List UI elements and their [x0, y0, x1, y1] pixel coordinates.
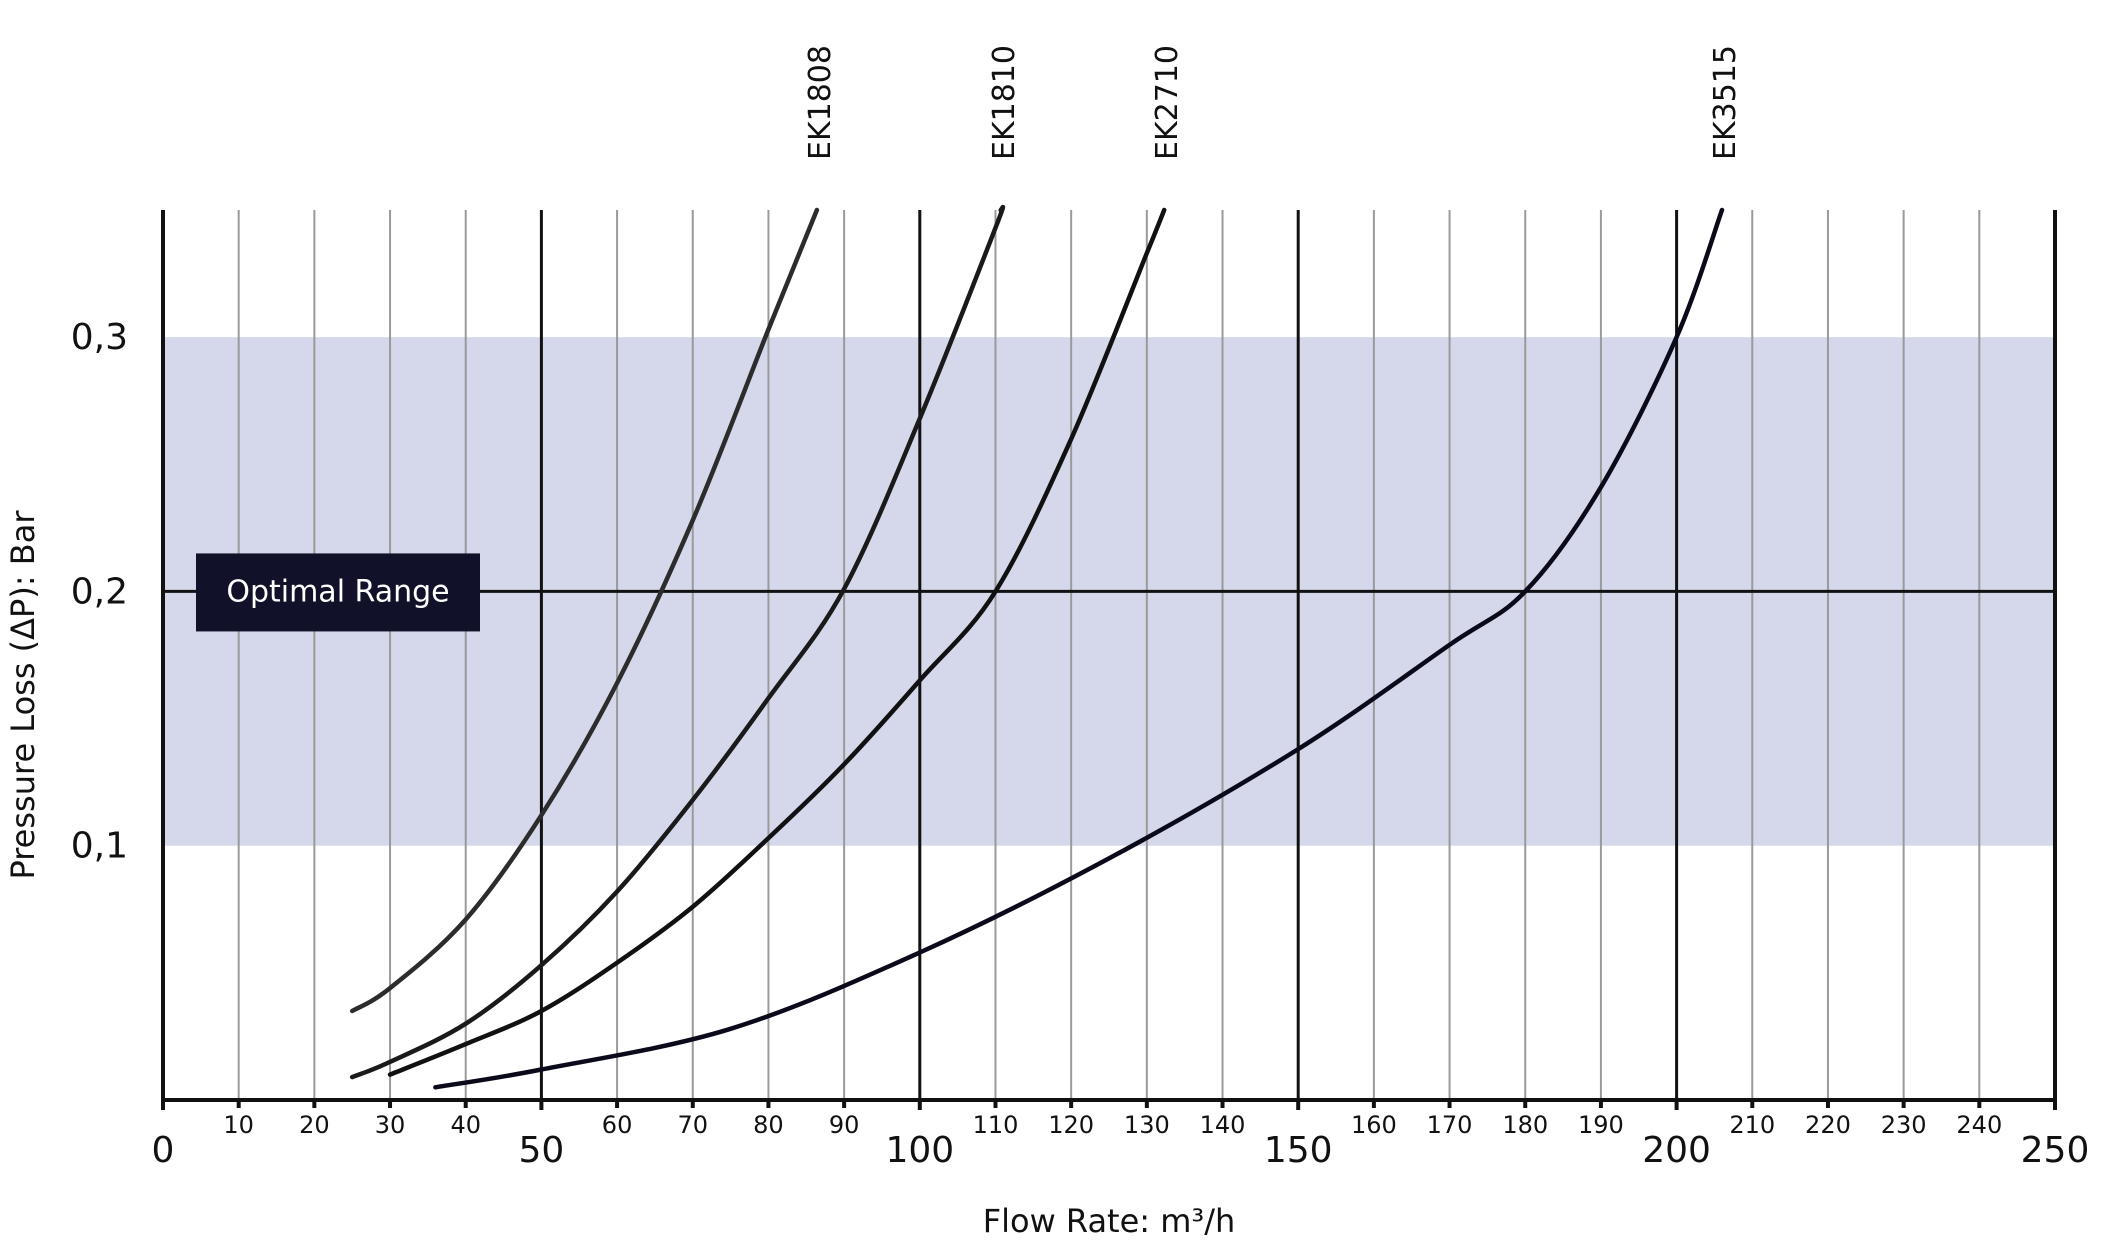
y-tick-label: 0,2	[71, 571, 128, 612]
y-axis-title: Pressure Loss (ΔP): Bar	[4, 510, 42, 880]
x-axis-title: Flow Rate: m³/h	[983, 1202, 1236, 1240]
x-major-tick-label: 150	[1264, 1130, 1333, 1171]
x-minor-tick-label: 30	[375, 1111, 406, 1139]
x-minor-tick-label: 110	[973, 1111, 1019, 1139]
optimal-range-label-box	[196, 553, 480, 632]
series-curve-ek1808	[349, 207, 820, 1014]
series-label-ek1808: EK1808	[803, 45, 838, 160]
series-curve-ek3515	[433, 207, 1725, 1090]
x-major-tick-label: 0	[152, 1130, 175, 1171]
x-minor-tick-label: 140	[1200, 1111, 1246, 1139]
series-curve-ek2710	[387, 207, 1167, 1077]
curves-layer	[349, 204, 1725, 1090]
x-minor-tick-label: 80	[753, 1111, 784, 1139]
x-minor-tick-label: 160	[1351, 1111, 1397, 1139]
axes-layer	[161, 210, 2057, 1110]
grid-layer	[237, 210, 2057, 1100]
x-major-tick-label: 50	[518, 1130, 564, 1171]
annotation-layer: Optimal Range	[196, 553, 480, 632]
x-minor-tick-label: 130	[1124, 1111, 1170, 1139]
y-tick-label: 0,3	[71, 317, 128, 358]
labels-layer: EK1808 EK1810 EK2710 EK3515 10 20 30 40 60 70 80 90…	[4, 45, 2089, 1240]
x-minor-tick-label: 220	[1805, 1111, 1851, 1139]
x-major-tick-label: 200	[1642, 1130, 1711, 1171]
x-major-tick-label: 100	[885, 1130, 954, 1171]
x-major-tick-label: 250	[2021, 1130, 2090, 1171]
x-minor-tick-label: 180	[1502, 1111, 1548, 1139]
x-minor-tick-label: 60	[602, 1111, 633, 1139]
optimal-range-label: Optimal Range	[226, 574, 449, 609]
x-minor-tick-label: 40	[450, 1111, 481, 1139]
series-label-ek1810: EK1810	[987, 45, 1022, 160]
y-tick-label: 0,1	[71, 826, 128, 867]
x-minor-tick-label: 20	[299, 1111, 330, 1139]
x-minor-tick-label: 10	[223, 1111, 254, 1139]
x-minor-tick-label: 90	[829, 1111, 860, 1139]
x-minor-tick-label: 190	[1578, 1111, 1624, 1139]
x-minor-tick-label: 70	[677, 1111, 708, 1139]
series-label-ek3515: EK3515	[1708, 45, 1743, 160]
series-label-ek2710: EK2710	[1150, 45, 1185, 160]
x-minor-tick-label: 230	[1881, 1111, 1927, 1139]
x-minor-tick-label: 210	[1729, 1111, 1775, 1139]
series-curve-ek1810	[349, 204, 1006, 1080]
x-minor-tick-label: 120	[1048, 1111, 1094, 1139]
x-minor-tick-label: 240	[1956, 1111, 2002, 1139]
x-minor-tick-label: 170	[1427, 1111, 1473, 1139]
